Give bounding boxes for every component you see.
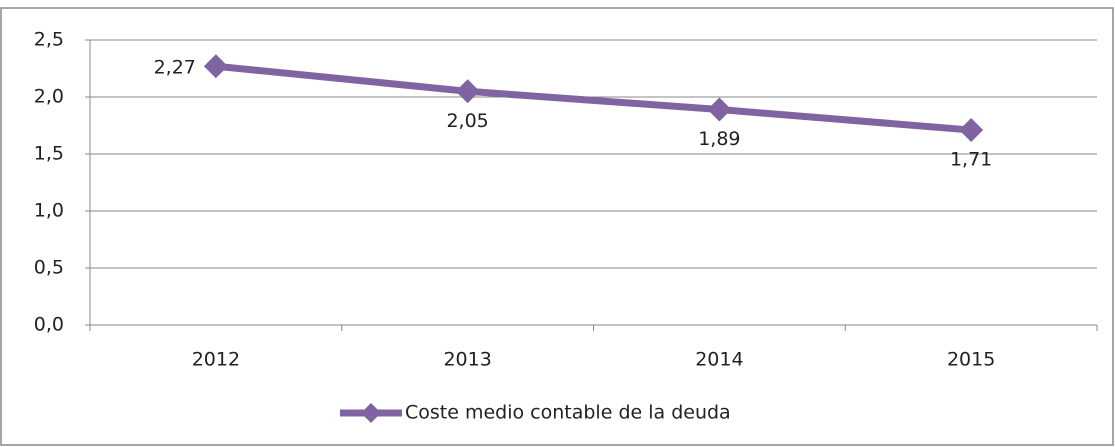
marker <box>959 118 984 143</box>
legend-marker <box>361 403 381 423</box>
legend-label: Coste medio contable de la deuda <box>405 402 731 424</box>
marker <box>707 97 732 122</box>
y-tick-label: 1,5 <box>34 143 64 165</box>
data-label: 2,05 <box>446 110 488 132</box>
data-label: 2,27 <box>154 57 196 79</box>
marker <box>203 54 228 79</box>
y-tick-label: 2,5 <box>34 29 64 51</box>
x-tick-label: 2015 <box>947 349 995 371</box>
chart-border <box>0 7 1114 446</box>
line <box>215 62 972 134</box>
x-tick-label: 2012 <box>192 349 240 371</box>
x-tick-label: 2014 <box>695 349 743 371</box>
y-tick-label: 0,0 <box>34 314 64 336</box>
y-tick-label: 0,5 <box>34 257 64 279</box>
data-label: 1,89 <box>698 128 740 150</box>
marker <box>455 79 480 104</box>
y-tick-label: 1,0 <box>34 200 64 222</box>
data-label: 1,71 <box>950 149 992 171</box>
x-tick-label: 2013 <box>443 349 491 371</box>
y-tick-label: 2,0 <box>34 86 64 108</box>
